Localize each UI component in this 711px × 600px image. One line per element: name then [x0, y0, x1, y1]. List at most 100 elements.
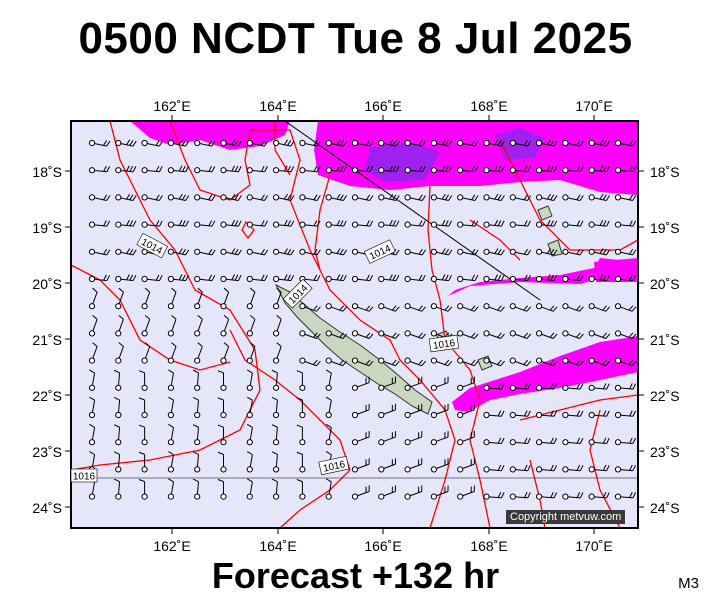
wind-barb [404, 220, 426, 228]
rain-area-east-band [448, 258, 638, 296]
wind-barb [194, 194, 216, 202]
wind-barb [141, 342, 151, 364]
wind-barb [457, 274, 479, 283]
wind-barb [325, 248, 348, 256]
wind-barb [457, 220, 479, 228]
wind-barb [614, 383, 637, 391]
wind-barb [299, 357, 321, 367]
wind-barb [562, 165, 584, 174]
wind-barb [351, 403, 370, 419]
wind-barb [246, 423, 253, 446]
wind-barb [509, 274, 531, 283]
wind-barb [509, 330, 532, 340]
lat-labels-right: 18˚S 19˚S 20˚S 21˚S 22˚S 23˚S 24˚S [650, 164, 680, 516]
wind-barb [536, 330, 558, 340]
wind-barb [246, 287, 256, 310]
wind-barb [167, 342, 177, 364]
wind-barb [378, 376, 396, 391]
model-label: M3 [678, 575, 699, 592]
wind-barb [273, 165, 295, 174]
wind-barb [88, 165, 111, 174]
wind-barb [404, 274, 426, 283]
wind-barb [588, 303, 611, 312]
wind-barb [378, 431, 396, 446]
rain-area-southeast [452, 336, 638, 412]
wind-barb [141, 220, 163, 228]
wind-barb [483, 383, 505, 391]
wind-barb [588, 219, 610, 228]
vanuatu-island-1 [537, 205, 553, 221]
wind-barb [536, 219, 558, 228]
wind-barb [614, 248, 637, 256]
wind-barb [141, 287, 151, 310]
lon-label: 170˚E [575, 538, 612, 554]
wind-barb [192, 396, 201, 419]
forecast-label: Forecast +132 hr [211, 555, 500, 596]
wind-barb [509, 437, 531, 446]
wind-barb [457, 458, 475, 473]
lat-label: 18˚S [650, 164, 680, 180]
wind-barb [115, 139, 137, 147]
wind-barb [141, 165, 163, 174]
wind-barb [220, 287, 230, 310]
rain-heavy-northeast-2 [495, 128, 545, 160]
wind-barb [614, 330, 637, 340]
wind-barb [430, 485, 449, 500]
wind-barb [483, 464, 505, 473]
wind-barb [536, 437, 558, 446]
wind-barb [167, 369, 174, 391]
wind-barb [614, 491, 637, 500]
wind-barb [325, 219, 347, 228]
wind-barb [536, 303, 558, 312]
wind-barb [113, 478, 122, 500]
wind-barb [194, 315, 203, 337]
wind-barb [325, 423, 332, 446]
wind-barb [194, 287, 203, 310]
rain-area-northeast [314, 121, 638, 195]
wind-barb [588, 410, 610, 419]
wind-barb [246, 478, 253, 500]
isobar-label: 1016 [70, 468, 98, 483]
wind-barb [509, 464, 531, 473]
wind-barb [192, 424, 201, 446]
wind-barb [167, 165, 189, 174]
wind-barb [246, 315, 256, 337]
wind-barb [167, 139, 190, 147]
wind-barb [562, 410, 584, 419]
wind-barb [138, 479, 148, 500]
wind-barb [614, 303, 637, 312]
lon-label: 162˚E [153, 538, 190, 554]
wind-barb [299, 165, 321, 174]
wind-barb [115, 248, 137, 256]
wind-barb [378, 165, 400, 174]
wind-barb [194, 220, 216, 228]
lat-label: 19˚S [32, 220, 62, 236]
wind-barb [483, 219, 505, 228]
wind-barb [113, 396, 122, 419]
lat-label: 19˚S [650, 220, 680, 236]
wind-barb [378, 403, 396, 419]
wind-barb [483, 357, 505, 367]
wind-barb [217, 451, 227, 473]
wind-barb [562, 330, 584, 340]
wind-barb [404, 165, 426, 174]
wind-barb [588, 165, 610, 174]
lat-label: 21˚S [32, 332, 62, 348]
wind-barb [246, 369, 253, 391]
wind-barb [325, 396, 332, 419]
page-title: 0500 NCDT Tue 8 Jul 2025 [78, 14, 633, 63]
wind-barb [404, 357, 426, 367]
wind-barb [404, 194, 426, 202]
wind-barb [351, 458, 370, 473]
lat-labels-left: 18˚S 19˚S 20˚S 21˚S 22˚S 23˚S 24˚S [32, 164, 62, 516]
wind-barb [273, 248, 295, 256]
wind-barb [167, 287, 177, 310]
wind-barb [273, 342, 282, 364]
wind-barb [614, 437, 637, 446]
wind-barb [115, 342, 124, 364]
lat-label: 22˚S [650, 388, 680, 404]
wind-barb [192, 478, 201, 500]
wind-barb [588, 464, 610, 473]
wind-barb [271, 396, 280, 419]
wind-barb [299, 194, 321, 202]
